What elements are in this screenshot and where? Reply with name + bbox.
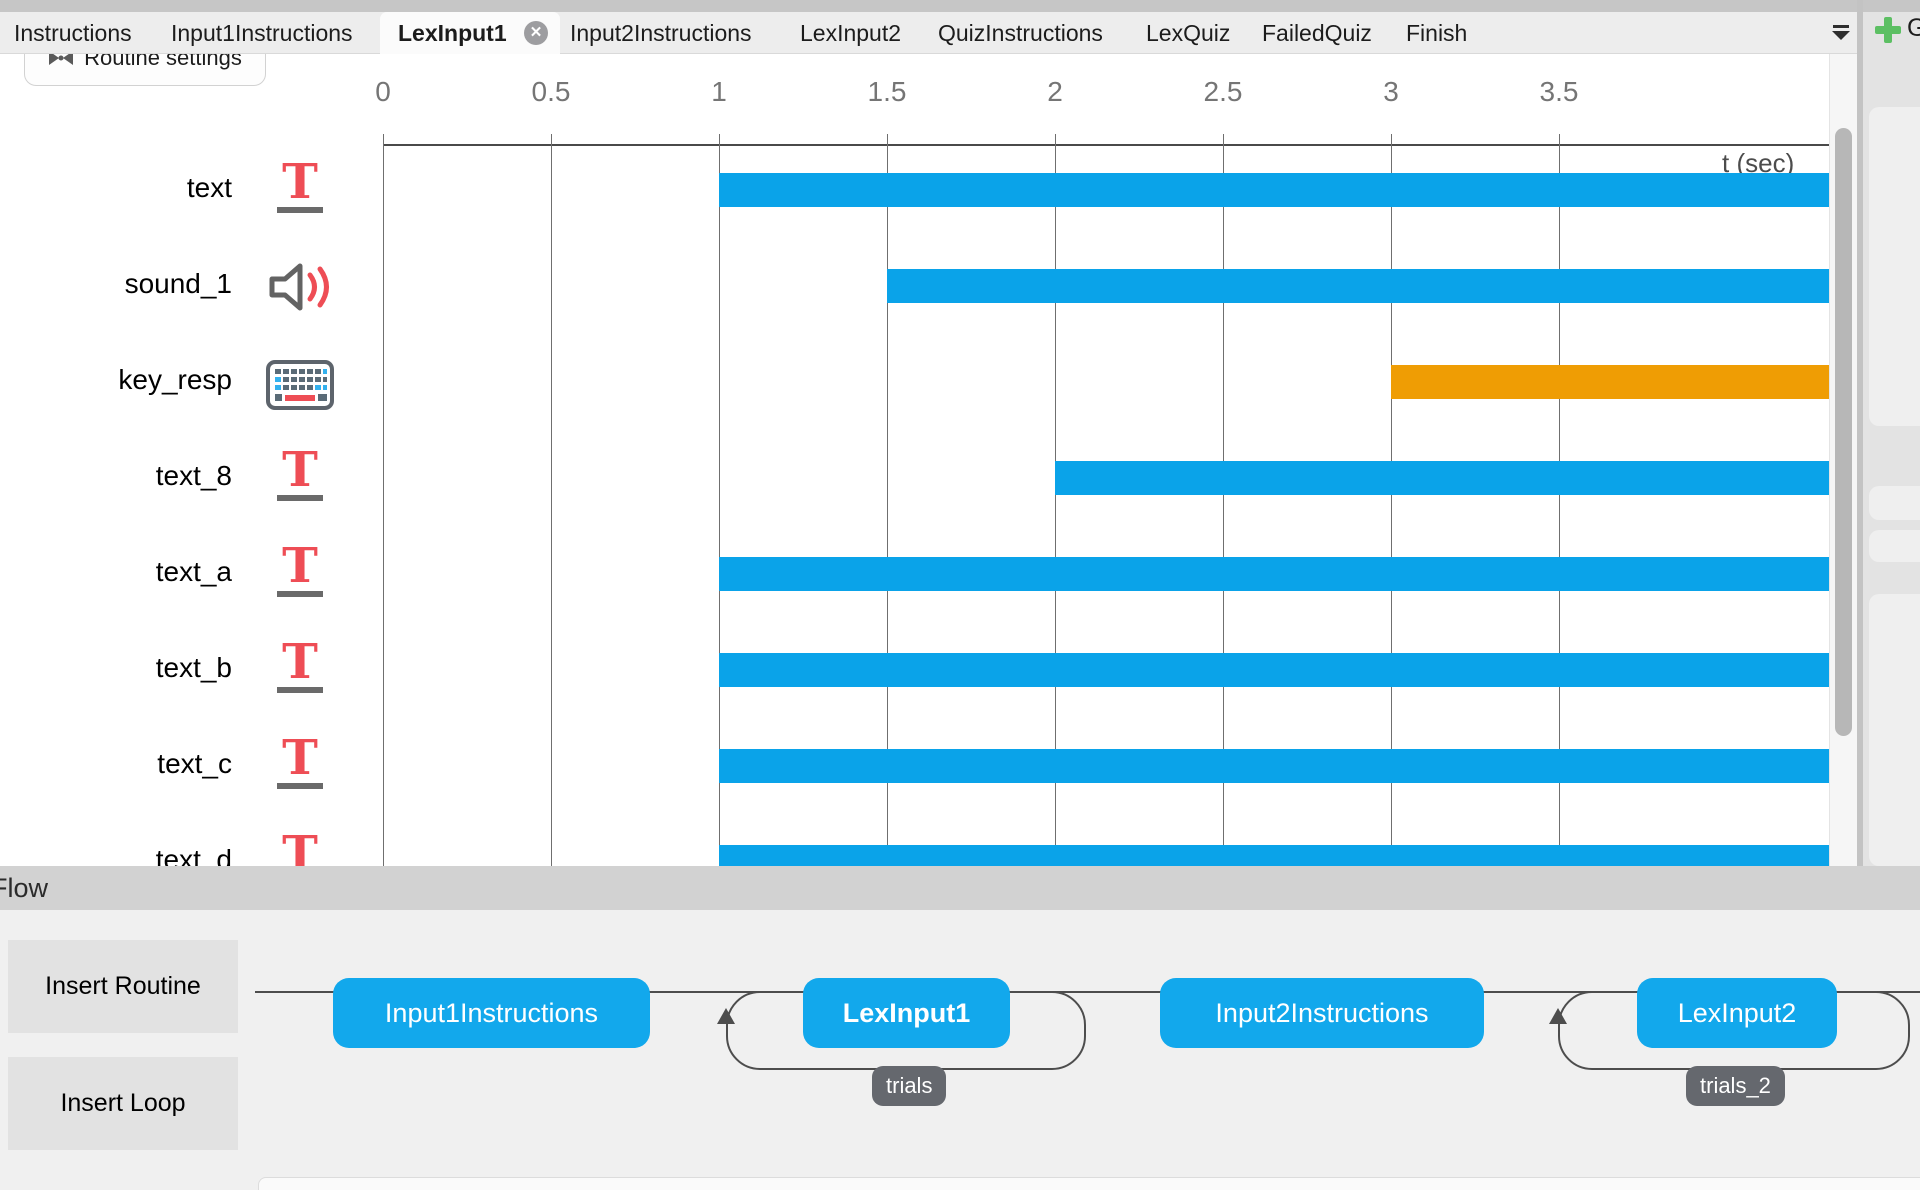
loop-tag-trials_2[interactable]: trials_2: [1686, 1066, 1785, 1106]
components-panel-block: [1869, 486, 1920, 520]
timeline-bar-text[interactable]: [719, 173, 1829, 207]
components-panel-block: [1869, 107, 1920, 426]
routine-tab-bar: Instructions Input1Instructions LexInput…: [0, 12, 1857, 54]
timeline-bar-text_a[interactable]: [719, 557, 1829, 591]
routine-settings-button[interactable]: Routine settings: [24, 54, 266, 86]
gridline-0: [383, 134, 384, 866]
tab-input2instructions[interactable]: Input2Instructions: [570, 20, 752, 46]
component-label-text_a[interactable]: text_a: [155, 556, 232, 587]
loop-trials-arrow-icon: [717, 1008, 735, 1024]
routine-settings-label: Routine settings: [84, 54, 242, 70]
routine-settings-icon: [49, 54, 74, 65]
gridline-2: [1055, 134, 1056, 866]
component-label-key_resp[interactable]: key_resp: [118, 364, 232, 395]
text-component-icon[interactable]: T: [268, 158, 332, 213]
axis-tick-1: 1: [711, 76, 727, 107]
components-panel-block: [1869, 594, 1920, 866]
component-label-text_d[interactable]: text_d: [155, 844, 232, 866]
tab-lexquiz[interactable]: LexQuiz: [1146, 20, 1231, 46]
axis-tick-2: 2: [1047, 76, 1063, 107]
tab-finish[interactable]: Finish: [1406, 20, 1468, 46]
axis-tick-1_5: 1.5: [867, 76, 907, 107]
tab-failedquiz[interactable]: FailedQuiz: [1262, 20, 1372, 46]
timeline-bar-key_resp[interactable]: [1391, 365, 1829, 399]
timeline-bar-text_b[interactable]: [719, 653, 1829, 687]
insert-routine-button[interactable]: Insert Routine: [8, 940, 238, 1033]
component-label-text_8[interactable]: text_8: [155, 460, 232, 491]
tab-overflow-dropdown-icon[interactable]: [1832, 25, 1850, 41]
bottom-edge-strip: [258, 1177, 1920, 1190]
flow-line[interactable]: [255, 991, 1920, 993]
gridline-1_5: [887, 134, 888, 866]
gridline-2_5: [1223, 134, 1224, 866]
vertical-scrollbar-thumb[interactable]: [1835, 128, 1852, 736]
flow-panel-header: Flow: [0, 866, 1920, 910]
components-panel-block: [1869, 530, 1920, 562]
component-label-text[interactable]: text: [186, 172, 232, 203]
timeline-bar-sound_1[interactable]: [887, 269, 1829, 303]
axis-tick-0: 0: [375, 76, 391, 107]
panel-divider: [1857, 0, 1863, 866]
axis-tick-0_5: 0.5: [531, 76, 571, 107]
axis-tick-2_5: 2.5: [1203, 76, 1243, 107]
gridline-3_5: [1559, 134, 1560, 866]
window-top-strip: [0, 0, 1920, 12]
time-axis-line: [383, 144, 1829, 146]
sound-component-icon[interactable]: [268, 258, 332, 316]
loop-trials_2-arrow-icon: [1549, 1008, 1567, 1024]
axis-tick-3: 3: [1383, 76, 1399, 107]
flow-panel: Flow Insert Routine Insert Loop Input1In…: [0, 866, 1920, 1190]
add-component-plus-icon[interactable]: [1875, 17, 1901, 43]
tab-input1instructions[interactable]: Input1Instructions: [171, 20, 353, 46]
flow-routine-input1instructions[interactable]: Input1Instructions: [333, 978, 650, 1048]
routine-timeline-canvas: Routine settings 0 0.5 1 1.5 2 2.5 3 3.5…: [0, 54, 1857, 866]
components-panel-partial-label: G: [1907, 14, 1920, 42]
tab-close-icon[interactable]: ✕: [524, 21, 548, 45]
text-component-icon[interactable]: T: [268, 638, 332, 693]
gridline-0_5: [551, 134, 552, 866]
text-component-icon[interactable]: T: [268, 734, 332, 789]
component-label-text_c[interactable]: text_c: [157, 748, 232, 779]
timeline-bar-text_c[interactable]: [719, 749, 1829, 783]
tab-instructions[interactable]: Instructions: [14, 20, 132, 46]
insert-loop-button[interactable]: Insert Loop: [8, 1057, 238, 1150]
keyboard-component-icon[interactable]: [266, 360, 334, 410]
tab-quizinstructions[interactable]: QuizInstructions: [938, 20, 1103, 46]
timeline-bar-text_d[interactable]: [719, 845, 1829, 866]
flow-routine-lexinput1[interactable]: LexInput1: [803, 978, 1010, 1048]
component-label-sound_1[interactable]: sound_1: [124, 268, 232, 299]
flow-routine-input2instructions[interactable]: Input2Instructions: [1160, 978, 1484, 1048]
axis-tick-3_5: 3.5: [1539, 76, 1579, 107]
component-label-text_b[interactable]: text_b: [155, 652, 232, 683]
components-panel-cutoff: G: [1863, 0, 1920, 866]
vertical-scrollbar-track[interactable]: [1829, 54, 1857, 866]
text-component-icon[interactable]: T: [268, 446, 332, 501]
flow-routine-lexinput2[interactable]: LexInput2: [1637, 978, 1837, 1048]
tab-lexinput2[interactable]: LexInput2: [800, 20, 902, 46]
timeline-bar-text_8[interactable]: [1055, 461, 1829, 495]
gridline-3: [1391, 134, 1392, 866]
gridline-1: [719, 134, 720, 866]
text-component-icon[interactable]: T: [268, 542, 332, 597]
tab-lexinput1[interactable]: LexInput1: [398, 20, 507, 46]
loop-tag-trials[interactable]: trials: [872, 1066, 947, 1106]
text-component-icon[interactable]: T: [268, 830, 332, 866]
flow-panel-title: Flow: [0, 873, 49, 903]
